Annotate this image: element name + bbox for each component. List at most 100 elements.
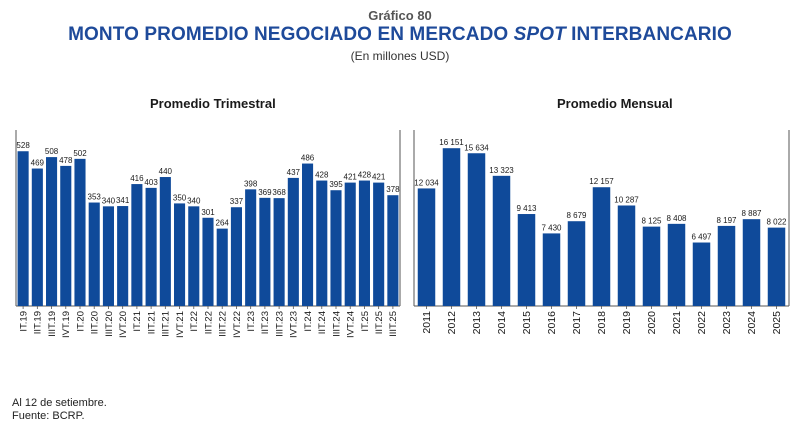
quarterly-data-label: 340 (102, 196, 116, 205)
monthly-chart-title: Promedio Mensual (557, 96, 673, 111)
quarterly-data-label: 486 (301, 154, 315, 163)
monthly-bar (642, 226, 661, 306)
monthly-x-tick-label: 2016 (546, 311, 558, 335)
quarterly-x-tick-label: IT.25 (360, 311, 371, 332)
monthly-x-tick-label: 2022 (696, 311, 708, 335)
quarterly-data-label: 350 (173, 193, 187, 202)
quarterly-bar (202, 217, 214, 306)
monthly-x-tick-label: 2011 (421, 311, 433, 334)
quarterly-data-label: 502 (73, 149, 87, 158)
quarterly-x-tick-label: IIT.25 (374, 311, 385, 334)
quarterly-data-label: 508 (45, 147, 59, 156)
monthly-bar (467, 153, 486, 306)
quarterly-bar (230, 207, 242, 306)
quarterly-data-label: 469 (31, 159, 45, 168)
quarterly-data-label: 378 (386, 185, 400, 194)
quarterly-bar (273, 198, 285, 306)
monthly-x-tick-label: 2024 (746, 311, 758, 335)
quarterly-x-tick-label: IT.19 (18, 311, 29, 332)
quarterly-bar (316, 180, 328, 306)
monthly-x-tick-label: 2015 (521, 311, 533, 335)
quarterly-x-tick-label: IVT.19 (61, 311, 72, 338)
quarterly-x-tick-label: IIIT.22 (218, 311, 229, 337)
monthly-bar (417, 188, 436, 306)
quarterly-x-tick-label: IIIT.23 (274, 311, 285, 337)
quarterly-bar (46, 157, 58, 306)
quarterly-x-tick-label: IIIT.20 (104, 311, 115, 337)
quarterly-data-label: 416 (130, 174, 144, 183)
monthly-bar (567, 221, 586, 306)
monthly-data-label: 16 151 (439, 138, 464, 147)
quarterly-bar (31, 168, 43, 306)
quarterly-x-tick-label: IVT.23 (289, 311, 300, 338)
figure-number: Gráfico 80 (368, 8, 432, 23)
monthly-x-tick-label: 2018 (596, 311, 608, 335)
monthly-x-tick-label: 2013 (471, 311, 483, 335)
quarterly-data-label: 337 (230, 197, 244, 206)
monthly-data-label: 8 022 (766, 218, 787, 227)
quarterly-bar (387, 195, 399, 306)
quarterly-data-label: 369 (258, 188, 272, 197)
monthly-data-label: 8 679 (566, 211, 587, 220)
quarterly-data-label: 398 (244, 179, 258, 188)
quarterly-x-tick-label: IT.20 (75, 311, 86, 332)
monthly-x-tick-label: 2025 (771, 311, 783, 335)
quarterly-data-label: 428 (358, 171, 372, 180)
quarterly-x-tick-label: IVT.20 (118, 311, 129, 338)
quarterly-bar (216, 228, 228, 306)
quarterly-bar (373, 182, 385, 306)
quarterly-x-tick-label: IVT.24 (346, 311, 357, 338)
quarterly-bar (330, 190, 342, 306)
quarterly-bar (159, 177, 171, 306)
monthly-data-label: 8 408 (666, 214, 687, 223)
monthly-data-label: 6 497 (691, 233, 712, 242)
quarterly-bar (188, 206, 200, 306)
quarterly-bar (60, 165, 72, 306)
quarterly-x-tick-label: IIIT.21 (161, 311, 172, 337)
quarterly-data-label: 340 (187, 196, 201, 205)
quarterly-bar (88, 202, 100, 306)
quarterly-data-label: 478 (59, 156, 73, 165)
quarterly-chart-title: Promedio Trimestral (150, 96, 276, 111)
quarterly-data-label: 437 (287, 168, 301, 177)
quarterly-x-tick-label: IT.22 (189, 311, 200, 332)
monthly-bar (717, 225, 736, 306)
monthly-x-tick-label: 2014 (496, 311, 508, 335)
quarterly-bar (259, 197, 271, 306)
title-part-italic: SPOT (513, 24, 566, 45)
quarterly-data-label: 421 (344, 173, 358, 182)
title-part-2: INTERBANCARIO (565, 24, 732, 45)
monthly-x-tick-label: 2012 (446, 311, 458, 335)
quarterly-bar (302, 163, 314, 306)
quarterly-bar (344, 182, 356, 306)
quarterly-data-label: 301 (201, 208, 215, 217)
monthly-data-label: 13 323 (489, 166, 514, 175)
quarterly-bar (17, 151, 29, 306)
quarterly-x-tick-label: IIT.19 (33, 311, 44, 334)
monthly-data-label: 12 034 (414, 178, 439, 187)
quarterly-data-label: 264 (216, 219, 230, 228)
quarterly-x-tick-label: IVT.22 (232, 311, 243, 338)
monthly-bar (442, 148, 461, 306)
quarterly-x-tick-label: IIT.20 (90, 311, 101, 334)
footnote-source: Fuente: BCRP. (12, 410, 85, 422)
monthly-bar (517, 214, 536, 306)
quarterly-x-tick-label: IIT.21 (146, 311, 157, 334)
quarterly-bar (74, 158, 86, 306)
monthly-data-label: 8 125 (641, 217, 662, 226)
monthly-data-label: 8 887 (741, 209, 762, 218)
figure-title: MONTO PROMEDIO NEGOCIADO EN MERCADO SPOT… (0, 24, 800, 46)
quarterly-data-label: 368 (272, 188, 286, 197)
monthly-bar (492, 175, 511, 306)
quarterly-x-tick-label: IT.23 (246, 311, 257, 332)
monthly-bar (742, 219, 761, 306)
monthly-bar (592, 187, 611, 306)
quarterly-data-label: 528 (16, 141, 30, 150)
monthly-x-tick-label: 2021 (671, 311, 683, 335)
quarterly-x-tick-label: IIIT.19 (47, 311, 58, 337)
monthly-bar (617, 205, 636, 306)
quarterly-data-label: 341 (116, 196, 130, 205)
figure-units: (En millones USD) (350, 49, 450, 63)
monthly-data-label: 9 413 (516, 204, 537, 213)
monthly-data-label: 12 157 (589, 177, 614, 186)
